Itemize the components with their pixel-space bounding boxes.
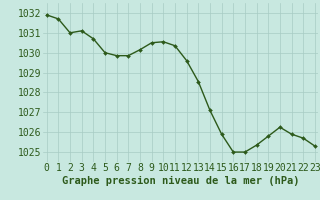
X-axis label: Graphe pression niveau de la mer (hPa): Graphe pression niveau de la mer (hPa) <box>62 176 300 186</box>
